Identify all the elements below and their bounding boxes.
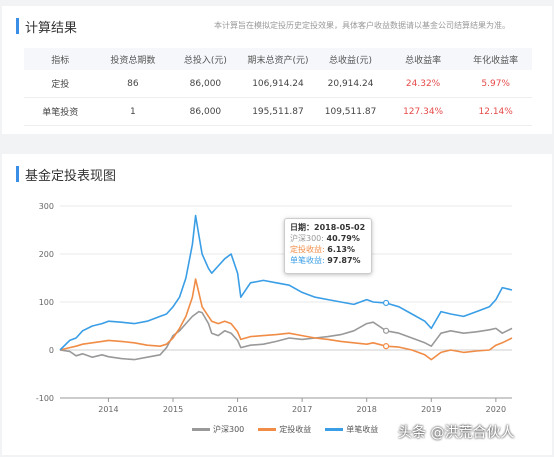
table-cell: 单笔投资: [24, 97, 97, 126]
column-header: 投资总期数: [96, 48, 170, 70]
chart-card: 基金定投表现图 -100 0 100 200 300 2014 2015 2016 2017 20…: [2, 154, 552, 455]
tooltip-date-label: 日期：: [290, 223, 314, 232]
column-header: 期末总资产(元): [241, 48, 315, 70]
watermark-text: 头条 @洪荒合伙人: [398, 425, 515, 441]
tooltip-label-danbi: 单笔收益:: [290, 256, 325, 265]
tooltip-value-danbi: 97.87%: [327, 256, 361, 265]
table-cell: 24.32%: [386, 70, 460, 98]
tooltip-date: 2018-05-02: [314, 223, 366, 232]
tooltip-label-hs300: 沪深300:: [290, 234, 324, 243]
legend-swatch: [192, 427, 210, 431]
table-cell: 86,000: [169, 70, 242, 98]
disclaimer-text: 本计算旨在模拟定投历史定投效果，具体客户收益数据请以基金公司结算结果为准。: [214, 21, 510, 30]
series-point-marker: [382, 299, 390, 307]
legend-swatch: [325, 427, 344, 431]
table-cell: 定投: [24, 70, 97, 98]
results-header: 计算结果: [16, 16, 77, 36]
legend-item-dingtou[interactable]: 定投收益: [258, 424, 311, 435]
table-cell: 12.14%: [459, 97, 532, 126]
table-header-row: 指标 投资总期数 总投入(元) 期末总资产(元) 总收益(元) 总收益率 年化收…: [24, 48, 532, 70]
chart-title: 基金定投表现图: [25, 168, 117, 184]
y-tick-label: 300: [39, 202, 54, 211]
column-header: 总收益率: [386, 48, 460, 70]
y-tick-label: -100: [36, 394, 54, 403]
table-cell: 106,914.24: [241, 70, 315, 98]
x-tick-label: 2014: [98, 405, 118, 414]
results-title: 计算结果: [25, 20, 78, 36]
table-row: 单笔投资 1 86,000 195,511.87 109,511.87 127.…: [24, 97, 532, 126]
x-tick-label: 2017: [292, 405, 312, 414]
legend-label: 单笔收益: [346, 424, 379, 434]
tooltip-label-dingtou: 定投收益:: [290, 245, 325, 254]
x-tick-label: 2015: [163, 405, 183, 414]
tooltip-value-hs300: 40.79%: [326, 234, 360, 243]
column-header: 总投入(元): [169, 48, 242, 70]
x-tick-label: 2016: [227, 405, 247, 414]
legend-label: 沪深300: [213, 424, 245, 434]
chart-header: 基金定投表现图: [16, 164, 116, 184]
accent-bar: [16, 166, 19, 182]
series-line: [59, 310, 513, 361]
chart-legend: 沪深300 定投收益 单笔收益: [192, 422, 392, 436]
table-cell: 5.97%: [459, 70, 532, 98]
table-cell: 86,000: [169, 97, 242, 126]
table-cell: 1: [96, 97, 170, 126]
x-tick-label: 2018: [357, 405, 377, 414]
y-tick-label: 200: [39, 250, 54, 259]
tooltip-value-dingtou: 6.13%: [327, 245, 356, 254]
performance-chart[interactable]: -100 0 100 200 300 2014 2015 2016 2017 2018 2019 20…: [2, 154, 552, 455]
table-cell: 20,914.24: [314, 70, 387, 98]
column-header: 总收益(元): [314, 48, 387, 70]
series-line: [59, 278, 513, 361]
series-point-marker: [382, 343, 390, 350]
legend-label: 定投收益: [279, 424, 312, 434]
results-card: 计算结果 本计算旨在模拟定投历史定投效果，具体客户收益数据请以基金公司结算结果为…: [2, 6, 552, 134]
results-table: 指标 投资总期数 总投入(元) 期末总资产(元) 总收益(元) 总收益率 年化收…: [24, 48, 532, 126]
accent-bar: [16, 18, 19, 34]
table-cell: 109,511.87: [314, 97, 387, 126]
chart-tooltip: 日期：2018-05-02 沪深300: 40.79% 定投收益: 6.13% …: [284, 218, 372, 274]
table-cell: 195,511.87: [241, 97, 315, 126]
legend-item-hs300[interactable]: 沪深300: [192, 424, 244, 435]
table-row: 定投 86 86,000 106,914.24 20,914.24 24.32%…: [24, 70, 532, 98]
legend-item-danbi[interactable]: 单笔收益: [325, 424, 378, 435]
table-cell: 127.34%: [386, 97, 460, 126]
series-point-marker: [382, 327, 390, 334]
x-tick-label: 2019: [421, 405, 441, 414]
column-header: 年化收益率: [459, 48, 532, 70]
legend-swatch: [258, 427, 277, 431]
table-cell: 86: [96, 70, 170, 98]
y-tick-label: 0: [49, 346, 54, 355]
x-tick-label: 2020: [486, 405, 506, 414]
y-tick-label: 100: [39, 298, 54, 307]
series-line: [59, 214, 513, 351]
column-header: 指标: [24, 48, 97, 70]
